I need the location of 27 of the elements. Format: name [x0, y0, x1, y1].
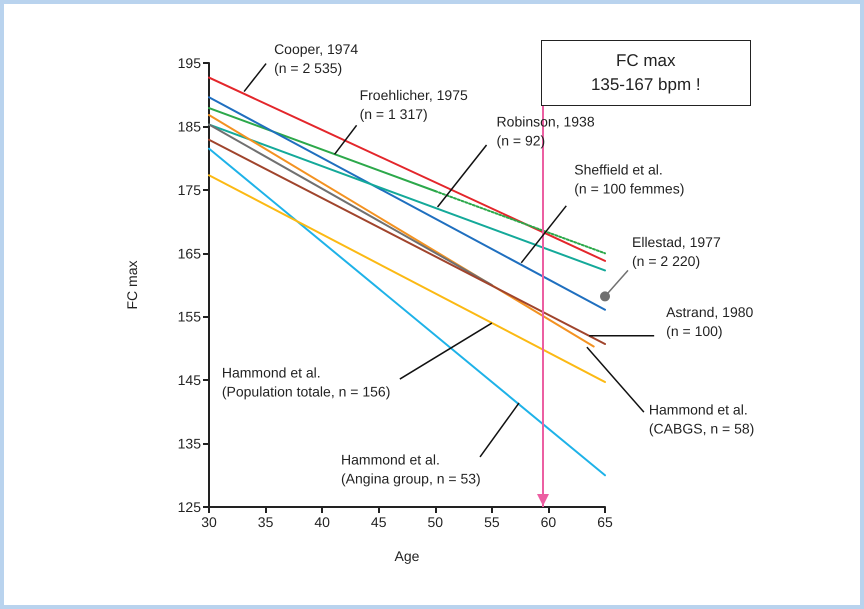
annotation: Cooper, 1974 (n = 2 535): [274, 41, 358, 76]
y-tick-label: 145: [178, 372, 202, 388]
x-tick-label: 30: [201, 514, 217, 530]
x-tick-label: 35: [258, 514, 274, 530]
x-tick-label: 50: [427, 514, 444, 530]
y-tick-label: 175: [178, 182, 202, 198]
x-axis-title: Age: [394, 548, 420, 564]
x-tick-label: 60: [540, 514, 556, 530]
y-tick-label: 135: [178, 436, 202, 452]
y-tick-label: 155: [178, 308, 202, 325]
y-tick-label: 125: [178, 499, 202, 515]
x-tick-label: 40: [314, 514, 330, 530]
callout-box: FC max 135-167 bpm !: [540, 40, 751, 106]
annotation: Sheffield et al. (n = 100 femmes): [574, 161, 684, 196]
annotation: Ellestad, 1977 (n = 2 220): [632, 234, 721, 269]
y-tick-label: 195: [178, 55, 202, 71]
x-tick-label: 55: [484, 514, 500, 530]
y-tick-label: 165: [178, 245, 202, 262]
annotation: Hammond et al. (CABGS, n = 58): [648, 402, 754, 437]
annotation: Froehlicher, 1975 (n = 1 317): [360, 86, 468, 122]
x-tick-label: 65: [597, 514, 613, 530]
annotation: Astrand, 1980 (n = 100): [666, 304, 754, 340]
x-tick-label: 45: [370, 514, 387, 530]
y-axis-title: FC max: [124, 260, 140, 310]
y-tick-label: 185: [178, 118, 202, 134]
annotation: Hammond et al. (Angina group, n = 53): [341, 451, 481, 486]
annotation: Hammond et al. (Population totale, n = 156): [222, 364, 390, 400]
